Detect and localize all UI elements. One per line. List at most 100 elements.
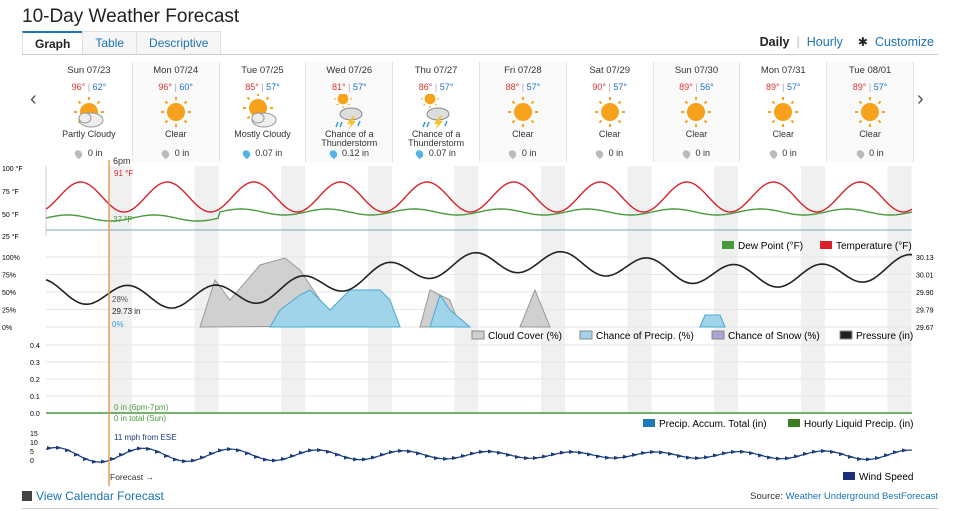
condition-text: Clear: [772, 129, 795, 139]
wind-arrow-icon: [101, 459, 107, 464]
separator: |: [695, 82, 701, 92]
condition-text: Clear: [598, 129, 621, 139]
precip-y-tick: 0.3: [30, 360, 40, 367]
dewpoint-legend-swatch: [722, 241, 734, 249]
calendar-link[interactable]: View Calendar Forecast: [22, 489, 164, 503]
wind-arrow-icon: [704, 455, 710, 460]
high-temp: 85°: [245, 82, 259, 92]
wind-arrow-icon: [119, 452, 125, 457]
tab-table[interactable]: Table: [82, 31, 138, 55]
condition-text: Clear: [685, 129, 708, 139]
condition-text: Chance of a Thunderstorm: [408, 129, 465, 148]
wind-arrow-icon: [146, 446, 152, 451]
wind-arrow-icon: [308, 448, 314, 453]
wind-arrow-icon: [650, 450, 656, 455]
precip-amount: 0 in: [782, 148, 797, 158]
wind-arrow-icon: [74, 452, 80, 457]
day-column[interactable]: Tue 07/25 85° | 57° Mostly Cloudy 0.07 i…: [220, 62, 307, 162]
condition-text: Partly Cloudy: [62, 129, 116, 139]
hourly-toggle[interactable]: Hourly: [806, 35, 843, 49]
source-link[interactable]: Weather Underground BestForecast: [785, 491, 938, 502]
wind-legend-label: Wind Speed: [859, 472, 913, 483]
pressure-y-tick: 30.01: [916, 273, 934, 280]
wind-arrow-icon: [866, 457, 872, 462]
low-temp: 56°: [700, 82, 714, 92]
wind-arrow-icon: [155, 449, 161, 454]
night-band: [541, 166, 565, 414]
gear-icon[interactable]: ✱: [857, 35, 868, 49]
wind-y-tick: 5: [30, 449, 34, 456]
sky-legend-label: Cloud Cover (%): [488, 331, 562, 342]
thunderstorm-icon: [329, 89, 369, 130]
day-column[interactable]: Fri 07/28 88° | 57° Clear 0 in: [479, 62, 567, 162]
day-date: Sat 07/29: [589, 65, 631, 76]
condition-text: Chance of a Thunderstorm: [321, 129, 378, 148]
tab-descriptive[interactable]: Descriptive: [136, 31, 222, 55]
wind-arrow-icon: [218, 448, 224, 453]
clear-icon: [590, 94, 630, 130]
wind-arrow-icon: [497, 450, 503, 455]
daily-toggle[interactable]: Daily: [759, 35, 790, 49]
wind-arrow-icon: [173, 457, 179, 462]
day-date: Sun 07/23: [67, 65, 111, 76]
wind-arrow-icon: [614, 455, 620, 460]
sky-y-tick: 25%: [2, 308, 16, 315]
precip-amount: 0 in: [869, 148, 884, 158]
wind-arrow-icon: [236, 448, 242, 453]
wind-arrow-icon: [488, 449, 494, 454]
wind-arrow-icon: [830, 449, 836, 454]
night-band: [627, 166, 652, 414]
tab-graph[interactable]: Graph: [22, 31, 84, 55]
wind-arrow-icon: [335, 452, 341, 457]
day-column[interactable]: Thu 07/27 86° | 57° Chance of a Thunders…: [393, 62, 480, 162]
calendar-icon: [22, 491, 32, 501]
wind-arrow-icon: [695, 456, 701, 461]
wind-arrow-icon: [749, 451, 755, 456]
temperature-legend-swatch: [820, 241, 832, 249]
separator: |: [608, 82, 614, 92]
next-arrow-icon[interactable]: ›: [917, 88, 924, 110]
dewpoint-line: [45, 208, 913, 222]
low-temp: 57°: [873, 82, 888, 92]
wind-arrow-icon: [317, 448, 323, 453]
wind-arrow-icon: [344, 455, 350, 460]
day-precip: 0.07 in: [220, 148, 306, 159]
day-column[interactable]: Sat 07/29 90° | 57° Clear 0 in: [567, 62, 654, 162]
night-band: [887, 166, 912, 414]
wind-arrow-icon: [47, 446, 53, 451]
wind-arrow-icon: [362, 457, 368, 462]
wind-arrow-icon: [731, 449, 737, 454]
prev-arrow-icon[interactable]: ‹: [30, 88, 37, 110]
precip-y-tick: 0.1: [30, 394, 40, 401]
hourly-legend-swatch: [788, 419, 800, 427]
accum-legend-label: Precip. Accum. Total (in): [659, 419, 767, 430]
wind-readout: 11 mph from ESE: [114, 433, 177, 442]
wind-arrow-icon: [596, 454, 602, 459]
precip-amount: 0.12 in: [342, 148, 370, 158]
night-band: [714, 166, 739, 414]
separator: |: [261, 82, 267, 92]
wind-y-tick: 10: [30, 440, 38, 447]
dewpoint-legend-label: Dew Point (°F): [738, 241, 803, 252]
wind-arrow-icon: [686, 455, 692, 460]
wind-arrow-icon: [371, 455, 377, 460]
day-column[interactable]: Mon 07/31 89° | 57° Clear 0 in: [740, 62, 828, 162]
wind-arrow-icon: [569, 449, 575, 454]
wind-arrow-icon: [92, 459, 98, 464]
forecast-marker-label: Forecast →: [110, 472, 154, 482]
day-column[interactable]: Mon 07/24 96° | 60° Clear 0 in: [132, 62, 220, 162]
wind-arrow-icon: [848, 454, 854, 459]
precip-amount: 0 in: [87, 148, 103, 158]
low-temp: 57°: [266, 82, 280, 92]
wind-arrow-icon: [605, 455, 611, 460]
day-temps: 90° | 57°: [567, 82, 653, 92]
condition-text: Clear: [859, 129, 881, 139]
day-column[interactable]: Wed 07/26 81° | 57° Chance of a Thunders…: [306, 62, 394, 162]
hourly-legend-label: Hourly Liquid Precip. (in): [804, 419, 914, 430]
day-column[interactable]: Tue 08/01 89° | 57° Clear 0 in: [827, 62, 914, 162]
high-temp: 88°: [505, 82, 520, 92]
customize-link[interactable]: Customize: [874, 35, 934, 49]
precip-amount: 0 in: [521, 148, 537, 158]
day-column[interactable]: Sun 07/30 89° | 56° Clear 0 in: [653, 62, 741, 162]
day-column[interactable]: Sun 07/23 96° | 62° Partly Cloudy 0 in: [46, 62, 133, 162]
